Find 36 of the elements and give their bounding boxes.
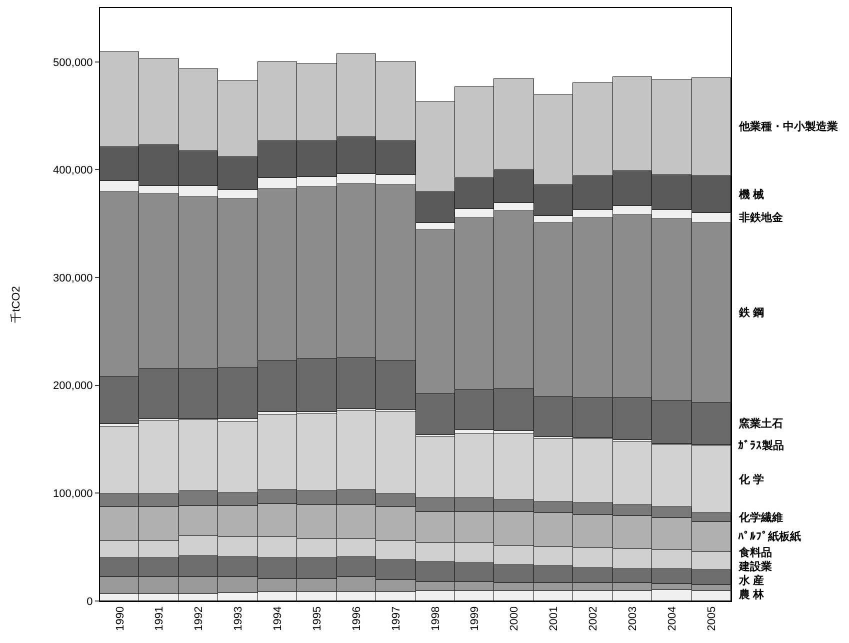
series-label: 食料品 (738, 546, 772, 559)
series-label: 鉄 鋼 (738, 306, 764, 319)
y-tick-label: 300,000 (53, 272, 93, 284)
x-tick-label: 1992 (193, 606, 206, 631)
series-label: 他業種・中小製造業 (738, 120, 838, 133)
series-label: 化学繊維 (738, 511, 783, 524)
x-tick-label: 1994 (272, 606, 284, 631)
x-tick-label: 1993 (232, 606, 245, 631)
y-tick-label: 100,000 (53, 488, 93, 500)
x-tick-label: 2000 (508, 606, 521, 631)
y-axis-title: 千tCO2 (10, 286, 23, 323)
x-tick-label: 2002 (588, 606, 600, 631)
x-tick-label: 1999 (469, 606, 482, 631)
series-label: 建設業 (738, 560, 772, 573)
y-tick-label: 0 (86, 596, 93, 608)
x-tick-label: 1991 (154, 606, 166, 631)
x-tick-label: 1990 (114, 606, 126, 631)
series-label: 窯業土石 (738, 417, 783, 430)
series-label: 機 械 (738, 188, 764, 201)
y-tick-label: 200,000 (53, 380, 93, 392)
series-label: ﾊﾟﾙﾌﾟ紙板紙 (738, 530, 801, 543)
x-tick-label: 1997 (390, 606, 402, 631)
series-label: ｶﾞﾗｽ製品 (738, 439, 784, 452)
x-tick-label: 1996 (350, 606, 363, 631)
series-label: 農 林 (738, 588, 766, 601)
x-tick-label: 1995 (311, 606, 324, 631)
x-tick-label: 2003 (626, 606, 639, 631)
x-tick-label: 2004 (666, 606, 678, 631)
x-tick-label: 2001 (548, 606, 560, 631)
series-label: 水 産 (738, 574, 764, 587)
x-tick-label: 1998 (430, 606, 442, 631)
series-label: 非鉄地金 (738, 211, 784, 224)
y-tick-label: 400,000 (53, 164, 93, 177)
y-tick-label: 500,000 (53, 56, 93, 69)
series-label: 化 学 (738, 473, 764, 486)
x-tick-label: 2005 (706, 606, 718, 631)
